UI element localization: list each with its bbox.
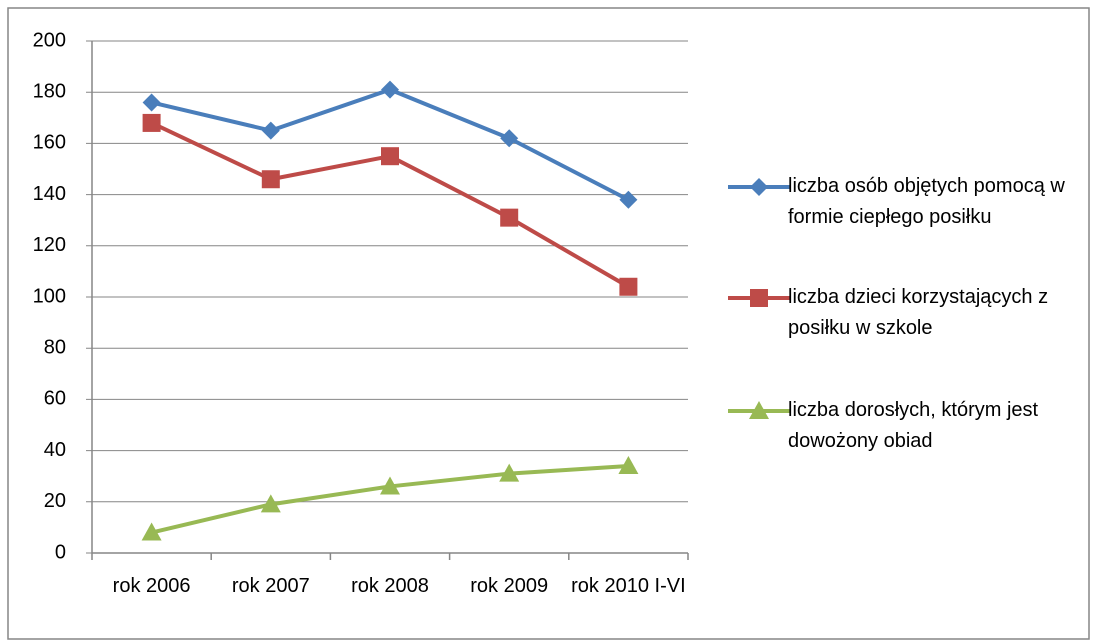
y-tick-label: 140 — [33, 183, 66, 205]
marker — [500, 129, 519, 148]
legend-label: liczba osób objętych pomocą w formie cie… — [788, 175, 1065, 228]
y-tick-label: 60 — [44, 388, 66, 410]
y-tick-label: 160 — [33, 132, 66, 154]
y-tick-label: 180 — [33, 80, 66, 102]
marker — [500, 208, 519, 227]
legend-marker — [749, 401, 769, 419]
marker — [261, 170, 280, 189]
marker — [141, 522, 162, 541]
marker — [260, 494, 281, 513]
y-tick-label: 120 — [33, 234, 66, 256]
legend-marker — [750, 289, 768, 307]
x-tick-label: rok 2009 — [470, 575, 549, 597]
marker — [499, 463, 520, 482]
y-tick-label: 20 — [44, 490, 66, 512]
marker — [618, 455, 639, 474]
y-tick-label: 0 — [55, 541, 66, 563]
marker — [619, 190, 638, 209]
x-tick-label: rok 2006 — [112, 575, 191, 597]
marker — [381, 80, 399, 99]
legend-marker — [750, 178, 768, 196]
marker — [142, 113, 161, 132]
marker — [142, 93, 161, 112]
y-tick-label: 200 — [33, 29, 66, 51]
y-tick-label: 40 — [44, 439, 66, 461]
legend-label: liczba dorosłych, którym jest dowożony o… — [788, 399, 1039, 452]
marker — [380, 476, 400, 495]
y-tick-label: 100 — [33, 285, 66, 307]
x-tick-label: rok 2007 — [231, 575, 310, 597]
x-tick-label: rok 2008 — [351, 575, 429, 597]
marker — [261, 121, 280, 140]
marker — [381, 147, 399, 166]
y-tick-label: 80 — [44, 336, 66, 358]
marker — [619, 277, 638, 296]
chart-frame — [7, 7, 1090, 640]
x-tick-label: rok 2010 I-VI — [571, 575, 686, 597]
legend-label: liczba dzieci korzystających z posiłku w… — [788, 286, 1049, 339]
